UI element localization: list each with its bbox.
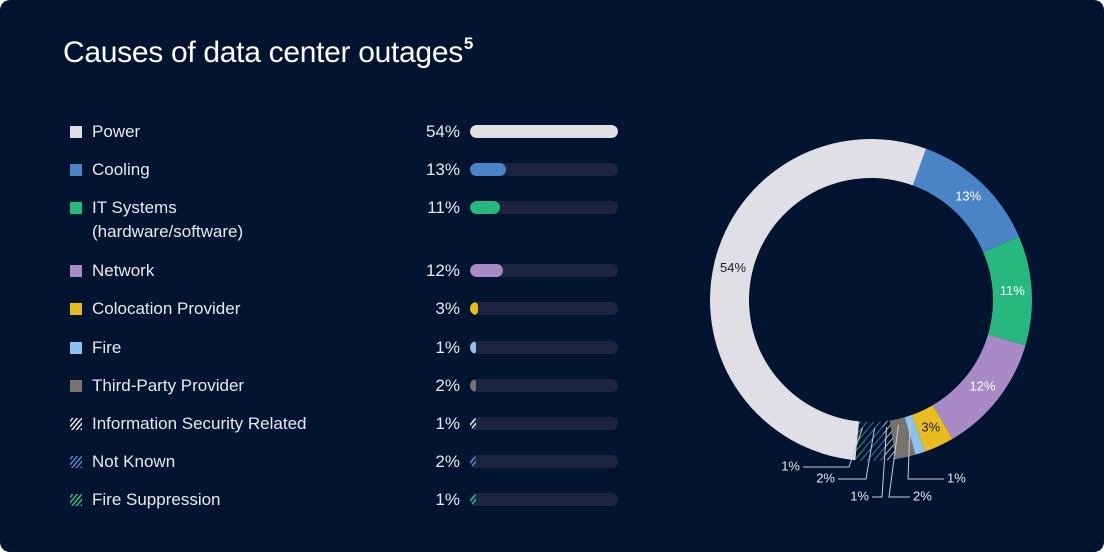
donut-segment [912,148,1019,252]
legend-label: Third-Party Provider [92,376,245,395]
bar-fill [470,379,476,392]
donut-segment [983,236,1032,346]
legend-value: 12% [425,261,460,280]
legend-label: Fire Suppression [92,490,221,509]
chart-title: Causes of data center outages5 [63,34,474,69]
legend-value: 1% [435,490,460,509]
bar-fill [470,163,506,176]
legend-value: 3% [435,299,460,318]
legend-value: 54% [425,122,460,141]
data-label: 13% [955,189,981,204]
bar-fill [470,417,476,430]
bar-track [470,125,618,138]
data-label: 2% [913,488,932,503]
data-label: 3% [921,420,940,435]
bar-track [470,417,618,430]
legend-label: Not Known [92,452,176,471]
footnote-marker: 5 [463,34,474,53]
bar-fill [470,302,479,315]
leader-line [838,427,876,480]
leader-line [907,421,944,480]
legend-swatch [70,456,82,468]
leader-line [888,424,910,498]
data-label: 1% [850,488,869,503]
legend-value: 1% [435,338,460,357]
data-label: 11% [1000,283,1025,298]
donut-segment [855,421,867,461]
legend-value: 11% [427,198,460,217]
data-label: 1% [947,470,966,485]
legend-value: 2% [435,452,460,471]
bar-track [470,201,618,214]
data-label: 2% [816,470,835,485]
data-label: 12% [969,379,995,394]
legend-label: IT Systems (hardware/software) [92,198,244,241]
legend-label: Colocation Provider [92,299,241,318]
legend-swatch [70,342,82,354]
legend-label: Fire [92,338,122,357]
leader-line [803,427,863,468]
legend-value: 1% [435,414,460,433]
bar-fill [470,125,618,138]
donut-segment [932,334,1026,439]
legend-swatch [70,265,82,277]
legend-label: Information Security Related [92,414,307,433]
legend-label: Power [92,122,141,141]
bar-track [470,163,618,176]
legend-swatch [70,303,82,315]
legend-swatch [70,126,82,138]
donut-segment [710,139,927,461]
bar-fill [470,455,476,468]
bar-track [470,379,618,392]
legend-swatch [70,202,82,214]
leader-line [872,427,888,498]
legend-label: Network [92,261,155,280]
bar-track [470,264,618,277]
data-label: 1% [781,458,800,473]
legend-swatch [70,164,82,176]
bar-track [470,302,618,315]
legend-swatch [70,494,82,506]
legend-label: Cooling [92,160,150,179]
bar-fill [470,493,476,506]
legend-swatch [70,380,82,392]
bar-track [470,455,618,468]
data-label: 54% [720,260,746,275]
bar-fill [470,264,503,277]
donut-segment [911,405,953,452]
bar-track [470,341,618,354]
donut-segment [865,421,886,461]
legend-value: 13% [425,160,460,179]
legend-value: 2% [435,376,460,395]
legend-swatch [70,418,82,430]
bar-fill [470,341,476,354]
bar-fill [470,201,501,214]
bar-track [470,493,618,506]
